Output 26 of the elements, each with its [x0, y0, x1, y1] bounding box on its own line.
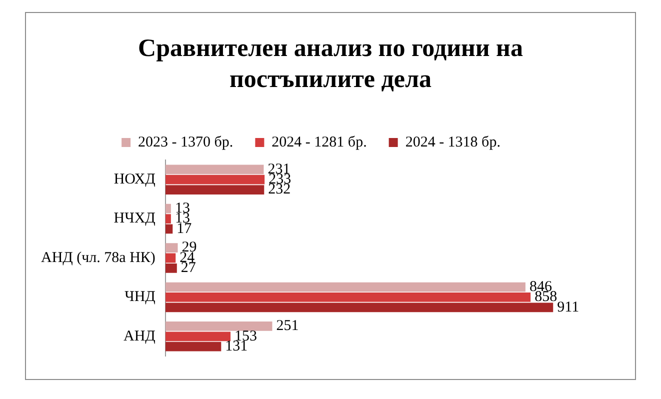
data-label: 911 [557, 299, 580, 316]
y-tick-label: НОХД [114, 172, 156, 188]
bar [165, 322, 272, 331]
bar [165, 292, 531, 302]
y-tick-label: АНД (чл. 78а НК) [40, 250, 156, 266]
bar [165, 264, 177, 273]
bar [165, 224, 173, 234]
y-tick-label: АНД [124, 328, 156, 344]
y-tick-label: НЧХД [114, 210, 156, 227]
bar [165, 282, 526, 292]
bar [165, 204, 171, 214]
legend-label: 2024 - 1281 бр. [272, 134, 367, 150]
chart-title: Сравнителен анализ по години на постъпилите дела [137, 34, 524, 95]
data-label: 251 [276, 318, 299, 334]
y-tick-label: ЧНД [124, 289, 156, 306]
bar [165, 302, 554, 312]
bar [165, 214, 171, 224]
bar [165, 332, 231, 342]
bar [165, 253, 176, 263]
bar [165, 342, 222, 352]
bar [165, 243, 178, 252]
legend-label: 2023 - 1370 бр. [138, 134, 234, 150]
legend-label: 2024 - 1318 бр. [405, 134, 500, 150]
bar [165, 185, 264, 194]
bar [165, 174, 265, 184]
bar [165, 164, 264, 174]
